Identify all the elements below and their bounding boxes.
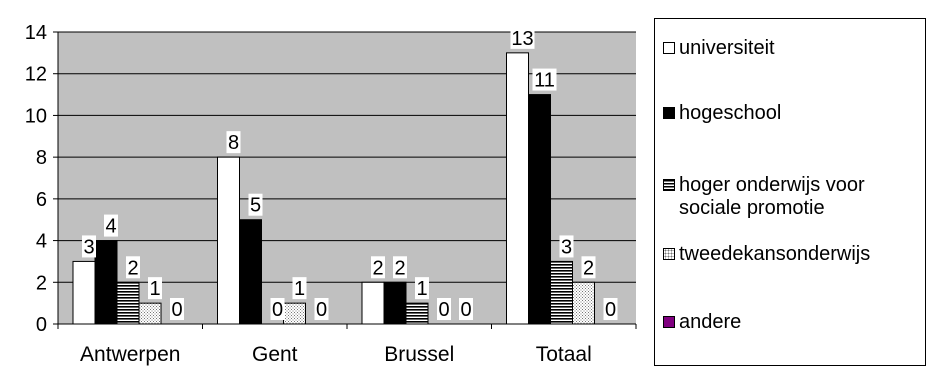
y-tick-label: 14 <box>25 22 47 44</box>
data-label-bg <box>314 298 329 320</box>
x-tick-label-brussel: Brussel <box>384 343 454 366</box>
y-tick-label: 0 <box>36 314 47 336</box>
data-label-bg <box>82 235 96 258</box>
bar-gent-tweedekansonderwijs <box>283 302 306 325</box>
bar-totaal-tweedekansonderwijs <box>572 281 595 325</box>
data-label-bg <box>581 256 596 279</box>
x-tick-label-gent: Gent <box>252 343 298 366</box>
legend-label-sociale-promotie-line2: sociale promotie <box>679 197 825 219</box>
bars <box>72 52 595 325</box>
legend-label-tweedekansonderwijs: tweedekansonderwijs <box>679 243 871 265</box>
bar-brussel-hogeschool <box>383 281 407 325</box>
legend-swatch-hogeschool <box>663 107 675 119</box>
bar-gent-hogeschool <box>239 219 262 325</box>
data-label-totaal-tweedekansonderwijs: 2 <box>583 257 594 279</box>
data-label-bg <box>104 214 118 237</box>
data-label-bg <box>459 298 473 320</box>
bar-antwerpen-universiteit <box>72 260 96 325</box>
data-label-totaal-universiteit: 13 <box>511 28 533 50</box>
bar-antwerpen-tweedekansonderwijs <box>138 302 162 325</box>
y-tick-label: 2 <box>36 272 47 294</box>
legend-swatch-tweedekansonderwijs <box>663 248 675 260</box>
data-label-bg <box>437 298 451 320</box>
data-label-brussel-hoger-onderwijs-voor-sociale-promotie: 1 <box>416 278 427 300</box>
data-label-bg <box>510 26 535 49</box>
data-label-antwerpen-universiteit: 3 <box>83 236 94 258</box>
bar-antwerpen-hogeschool <box>94 240 118 325</box>
data-label-bg <box>603 298 618 320</box>
data-label-antwerpen-hogeschool: 4 <box>105 216 116 238</box>
data-label-antwerpen-andere: 0 <box>171 299 182 321</box>
data-label-bg <box>559 235 574 258</box>
data-label-bg <box>292 277 307 300</box>
data-label-antwerpen-tweedekansonderwijs: 1 <box>149 278 160 300</box>
legend-label-universiteit: universiteit <box>679 37 775 59</box>
y-tick-label: 10 <box>25 105 47 127</box>
bar-totaal-hogeschool <box>528 94 551 325</box>
legend-label-sociale-promotie-line1: hoger onderwijs voor <box>679 174 865 196</box>
legend-swatch-sociale-promotie <box>663 179 675 191</box>
data-label-totaal-andere: 0 <box>605 299 616 321</box>
data-label-antwerpen-hoger-onderwijs-voor-sociale-promotie: 2 <box>127 257 138 279</box>
legend-label-hogeschool: hogeschool <box>679 102 782 124</box>
data-label-gent-hoger-onderwijs-voor-sociale-promotie: 0 <box>272 299 283 321</box>
data-label-brussel-universiteit: 2 <box>372 257 383 279</box>
bar-totaal-hoger-onderwijs-voor-sociale-promotie <box>550 260 573 325</box>
data-label-bg <box>415 277 429 300</box>
x-tick-label-totaal: Totaal <box>536 343 592 366</box>
data-label-totaal-hogeschool: 11 <box>534 70 555 92</box>
data-label-bg <box>226 131 241 154</box>
data-label-gent-andere: 0 <box>316 299 327 321</box>
data-label-brussel-hogeschool: 2 <box>394 257 405 279</box>
data-label-bg <box>148 277 162 300</box>
data-label-bg <box>532 68 557 91</box>
data-label-brussel-andere: 0 <box>460 299 471 321</box>
bar-gent-universiteit <box>217 156 240 325</box>
data-label-bg <box>393 256 407 279</box>
data-label-bg <box>371 256 385 279</box>
x-tick-label-antwerpen: Antwerpen <box>80 343 180 366</box>
bar-totaal-universiteit <box>506 52 529 325</box>
y-tick-label: 12 <box>25 64 47 86</box>
y-tick-label: 4 <box>36 231 47 253</box>
data-label-gent-hogeschool: 5 <box>250 195 261 217</box>
bar-antwerpen-hoger-onderwijs-voor-sociale-promotie <box>116 281 140 325</box>
data-label-bg <box>126 256 140 279</box>
bar-brussel-universiteit <box>361 281 385 325</box>
data-label-bg <box>270 298 285 320</box>
y-tick-label: 6 <box>36 189 47 211</box>
bar-brussel-hoger-onderwijs-voor-sociale-promotie <box>405 302 429 325</box>
data-label-brussel-tweedekansonderwijs: 0 <box>438 299 449 321</box>
legend-swatch-andere <box>663 316 675 328</box>
data-label-bg <box>170 298 184 320</box>
y-tick-label: 8 <box>36 147 47 169</box>
legend: universiteit hogeschool hoger onderwijs … <box>654 18 926 366</box>
legend-swatch-universiteit <box>663 42 675 54</box>
data-label-gent-tweedekansonderwijs: 1 <box>294 278 305 300</box>
legend-label-andere: andere <box>679 311 742 333</box>
data-label-totaal-hoger-onderwijs-voor-sociale-promotie: 3 <box>561 236 572 258</box>
data-label-gent-universiteit: 8 <box>228 132 239 154</box>
data-label-bg <box>248 193 263 216</box>
